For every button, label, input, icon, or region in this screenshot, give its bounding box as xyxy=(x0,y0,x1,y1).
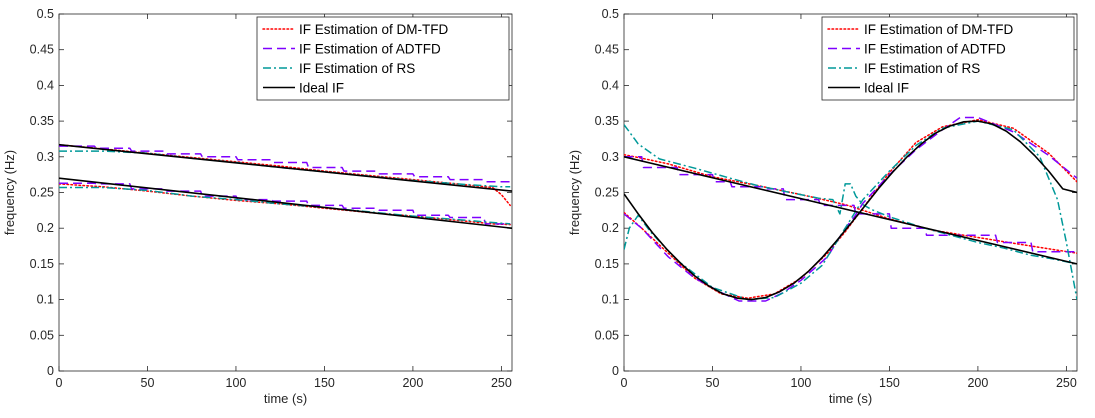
y-tick-label: 0.45 xyxy=(595,43,619,57)
legend-label: IF Estimation of DM-TFD xyxy=(299,22,449,37)
series-line-if-estimation-of-adtfd xyxy=(59,182,511,225)
plot-area xyxy=(59,143,512,229)
series-line-ideal-if xyxy=(59,143,512,192)
x-tick-label: 250 xyxy=(491,376,512,390)
y-axis-label: frequency (Hz) xyxy=(2,150,17,235)
x-axis-label: time (s) xyxy=(829,391,872,406)
x-axis-label: time (s) xyxy=(264,391,307,406)
legend-box xyxy=(256,16,510,101)
x-tick-label: 100 xyxy=(791,376,812,390)
y-tick-label: 0.25 xyxy=(595,186,619,200)
y-tick-label: 0.35 xyxy=(30,114,54,128)
series-line-ideal-if xyxy=(624,120,1077,301)
y-tick-label: 0.25 xyxy=(30,186,54,200)
legend-label: IF Estimation of RS xyxy=(864,61,980,76)
y-tick-label: 0.45 xyxy=(30,43,54,57)
series-line-ideal-if xyxy=(624,156,1077,265)
y-tick-label: 0 xyxy=(47,364,54,378)
x-tick-label: 150 xyxy=(879,376,900,390)
legend-label: Ideal IF xyxy=(299,81,344,96)
y-tick-label: 0.5 xyxy=(37,7,54,21)
y-tick-label: 0.2 xyxy=(37,221,54,235)
series-line-if-estimation-of-adtfd xyxy=(624,116,1077,302)
x-tick-label: 100 xyxy=(226,376,247,390)
series-line-if-estimation-of-rs xyxy=(59,186,511,225)
y-tick-label: 0.05 xyxy=(595,328,619,342)
legend-label: IF Estimation of DM-TFD xyxy=(864,22,1014,37)
legend-label: IF Estimation of RS xyxy=(299,61,415,76)
x-tick-label: 200 xyxy=(402,376,423,390)
y-tick-label: 0.15 xyxy=(595,257,619,271)
y-tick-label: 0.2 xyxy=(602,221,619,235)
legend: IF Estimation of DM-TFD IF Estimation of … xyxy=(256,16,510,101)
y-tick-label: 0.3 xyxy=(602,150,619,164)
x-tick-label: 200 xyxy=(967,376,988,390)
x-tick-label: 250 xyxy=(1056,376,1077,390)
y-tick-label: 0.4 xyxy=(37,78,54,92)
legend-box xyxy=(821,16,1075,101)
legend: IF Estimation of DM-TFD IF Estimation of … xyxy=(821,16,1075,101)
legend-label: Ideal IF xyxy=(864,81,909,96)
y-tick-label: 0.35 xyxy=(595,114,619,128)
y-axis-label: frequency (Hz) xyxy=(567,150,582,235)
series-line-if-estimation-of-dm-tfd xyxy=(59,143,511,207)
series-line-if-estimation-of-adtfd xyxy=(59,145,511,183)
plot-area xyxy=(624,116,1077,302)
legend-label: IF Estimation of ADTFD xyxy=(864,42,1006,57)
y-tick-label: 0.5 xyxy=(602,7,619,21)
y-tick-label: 0.05 xyxy=(30,328,54,342)
x-tick-label: 50 xyxy=(141,376,155,390)
series-line-if-estimation-of-rs xyxy=(59,150,511,188)
y-tick-label: 0.15 xyxy=(30,257,54,271)
x-tick-label: 150 xyxy=(314,376,335,390)
y-tick-label: 0 xyxy=(612,364,619,378)
left-plot-panel: 0 0.05 0.1 0.15 0.2 0.25 0.3 0.35 0.4 0.45 0.5 0 50 1… xyxy=(2,7,513,406)
series-line-if-estimation-of-rs xyxy=(624,124,1077,265)
x-tick-label: 50 xyxy=(706,376,720,390)
y-tick-label: 0.3 xyxy=(37,150,54,164)
x-tick-label: 0 xyxy=(56,376,63,390)
y-tick-label: 0.1 xyxy=(37,293,54,307)
series-line-if-estimation-of-dm-tfd xyxy=(624,153,1077,254)
y-tick-label: 0.1 xyxy=(602,293,619,307)
right-plot-panel: 0 0.05 0.1 0.15 0.2 0.25 0.3 0.35 0.4 0.45 0.5 0 50 1… xyxy=(567,7,1078,406)
legend-label: IF Estimation of ADTFD xyxy=(299,42,441,57)
series-line-ideal-if xyxy=(59,177,512,229)
y-tick-label: 0.4 xyxy=(602,78,619,92)
x-tick-label: 0 xyxy=(621,376,628,390)
series-line-if-estimation-of-dm-tfd xyxy=(624,118,1077,299)
